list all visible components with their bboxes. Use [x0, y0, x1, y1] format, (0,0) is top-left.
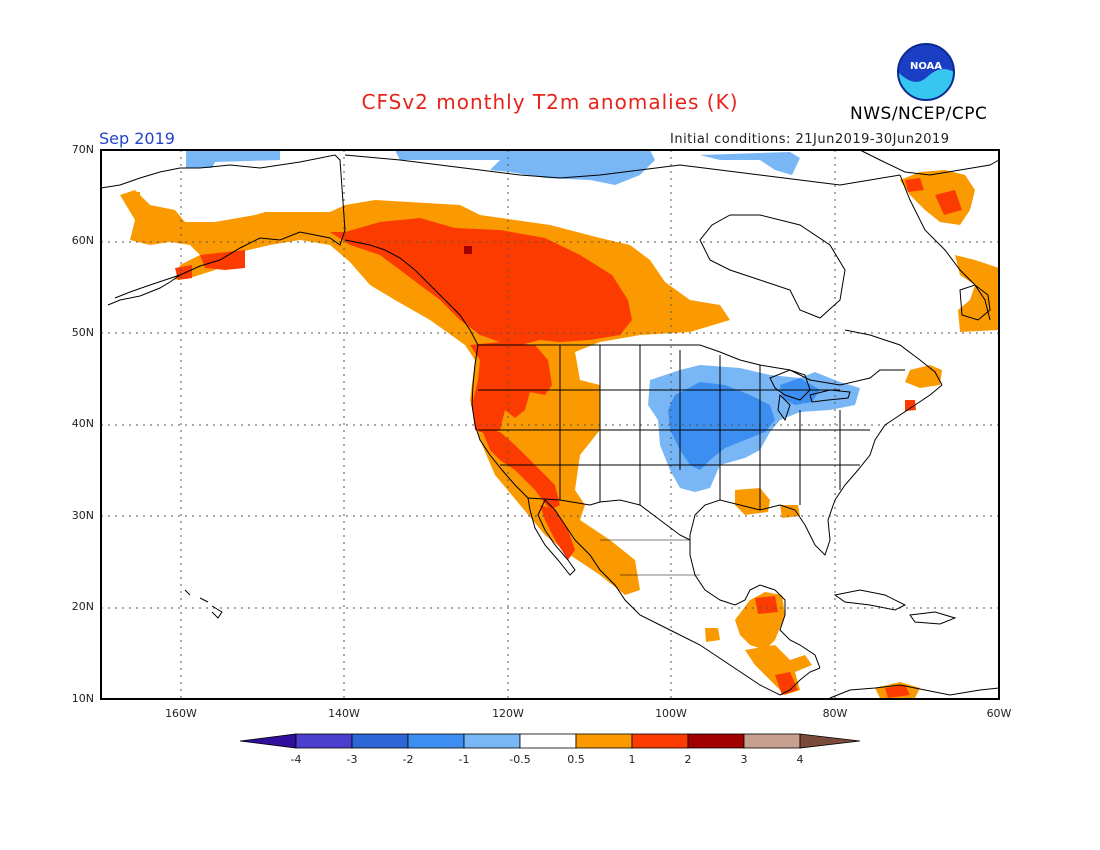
lon-label-160w: 160W: [165, 707, 197, 720]
colorbar-label: 1: [628, 753, 636, 766]
lon-label-80w: 80W: [822, 707, 848, 720]
east-coast-canada: [844, 329, 943, 386]
lon-label-120w: 120W: [492, 707, 524, 720]
colorbar-label: -0.5: [509, 753, 531, 766]
colorbar-swatch: [519, 733, 577, 749]
lon-label-60w: 60W: [986, 707, 1012, 720]
canada-arctic-coast: [344, 154, 901, 186]
newfoundland: [959, 284, 991, 321]
labrador-coast: [899, 174, 991, 321]
lat-label-10n: 10N: [71, 692, 94, 705]
coastlines: [100, 149, 1000, 699]
maine-warm-anomaly-core: [905, 400, 916, 411]
central-america-coast: [679, 634, 821, 696]
lat-label-40n: 40N: [71, 417, 94, 430]
great-lakes: [769, 369, 811, 401]
gulf-coast: [689, 499, 806, 606]
pacific-mexico-warm-anomaly: [705, 628, 720, 642]
hawaii: [184, 589, 223, 619]
arctic-cold-anomaly-east: [700, 152, 800, 175]
us-west-coast: [471, 344, 529, 499]
hispaniola: [909, 611, 957, 625]
agency-label: NWS/NCEP/CPC: [850, 104, 988, 124]
central-america-warm-anomaly: [745, 645, 812, 695]
baffin-warm-anomaly: [905, 178, 924, 192]
colorbar-label: -1: [458, 753, 470, 766]
us-mexico-border: [527, 497, 691, 541]
alaska-peninsula: [107, 274, 181, 306]
colorbar-label: -4: [290, 753, 302, 766]
colorbar-swatch: [295, 733, 353, 749]
baja-california: [527, 497, 576, 576]
western-canada-warm-anomaly: [330, 218, 632, 345]
south-america-coast: [829, 684, 1000, 699]
mexico-pacific-coast: [544, 499, 681, 636]
colorbar-swatch: [687, 733, 745, 749]
lon-label-140w: 140W: [328, 707, 360, 720]
great-lakes-cold-anomaly: [780, 378, 820, 405]
alaska-coast-warm-anomaly: [175, 265, 192, 280]
lat-label-70n: 70N: [71, 143, 94, 156]
colorbar-label: 2: [684, 753, 692, 766]
california-warm-anomaly: [482, 430, 560, 510]
colorbar-label: 4: [796, 753, 804, 766]
noaa-logo: NOAA: [897, 43, 955, 101]
yucatan-coast: [774, 589, 821, 669]
lat-label-30n: 30N: [71, 509, 94, 522]
cuba: [833, 589, 907, 611]
baja-warm-anomaly: [540, 505, 575, 560]
lake-michigan: [777, 393, 791, 422]
hudson-bay: [699, 214, 846, 319]
colorbar-right-arrow: [799, 733, 861, 749]
map-frame: [100, 149, 1000, 700]
aleutian-warm-anomaly: [130, 192, 140, 200]
central-us-cold-anomaly-core: [668, 382, 775, 470]
british-columbia-coast: [344, 239, 479, 346]
colorbar-label: 0.5: [567, 753, 585, 766]
labrador-warm-anomaly-core: [935, 190, 962, 215]
arctic-cold-anomaly-west: [186, 150, 280, 168]
colorbar-swatch: [463, 733, 521, 749]
map-title: CFSv2 monthly T2m anomalies (K): [361, 90, 739, 114]
us-east-coast: [804, 384, 943, 556]
costa-rica-warm-anomaly: [775, 672, 798, 695]
colorbar-label: 3: [740, 753, 748, 766]
greenland-edge: [859, 149, 1000, 176]
colorbar-swatch: [743, 733, 801, 749]
gulf-coast-warm-anomaly: [735, 488, 770, 515]
initial-conditions: Initial conditions: 21Jun2019-30Jun2019: [670, 132, 950, 147]
colorbar-swatch: [575, 733, 633, 749]
forecast-month: Sep 2019: [99, 129, 175, 148]
colorbar-label: -3: [346, 753, 358, 766]
lat-label-20n: 20N: [71, 600, 94, 613]
yucatan-warm-anomaly-core: [755, 596, 778, 614]
lon-label-100w: 100W: [655, 707, 687, 720]
colorbar-left-arrow: [239, 733, 297, 749]
alaska-coast-warm-anomaly-east: [200, 250, 245, 270]
pacific-northwest-warm-anomaly: [470, 342, 552, 435]
colorbar-swatch: [407, 733, 465, 749]
anomaly-fields: [120, 150, 999, 698]
colorbar-label: -2: [402, 753, 414, 766]
colorbar-swatch: [631, 733, 689, 749]
lat-label-50n: 50N: [71, 326, 94, 339]
map-gridlines: [101, 150, 999, 699]
colorbar-swatch: [351, 733, 409, 749]
colombia-warm-anomaly-core: [885, 685, 910, 698]
lat-label-60n: 60N: [71, 234, 94, 247]
noaa-logo-text: NOAA: [910, 61, 942, 72]
strong-warm-anomaly: [464, 246, 472, 254]
gulf-coast-warm-anomaly-east: [780, 505, 800, 518]
